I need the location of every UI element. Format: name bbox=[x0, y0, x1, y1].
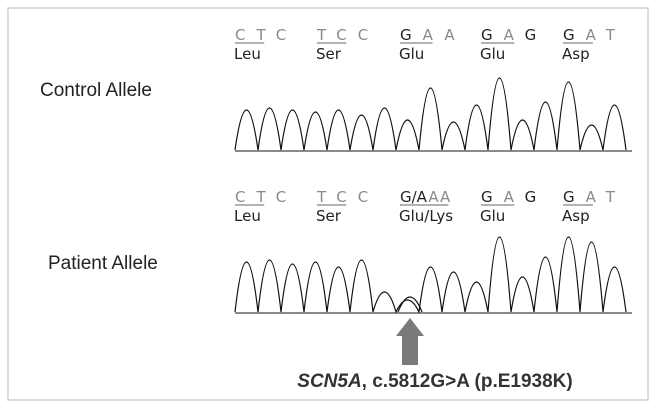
base: C bbox=[336, 188, 346, 206]
base: T bbox=[605, 188, 616, 206]
base: G bbox=[563, 26, 575, 44]
base: G bbox=[525, 188, 537, 206]
amino-acid: Glu bbox=[399, 45, 424, 63]
base: G bbox=[525, 26, 537, 44]
base: G/A bbox=[400, 188, 428, 206]
base: C bbox=[358, 188, 368, 206]
base: C bbox=[276, 188, 286, 206]
row-label: Control Allele bbox=[40, 80, 152, 101]
amino-acid: Asp bbox=[562, 45, 590, 63]
gene-name: SCN5A bbox=[297, 371, 361, 392]
amino-acid: Leu bbox=[234, 45, 261, 63]
base: T bbox=[605, 26, 616, 44]
frame bbox=[8, 8, 648, 400]
base: A bbox=[423, 26, 434, 44]
caption: SCN5A, c.5812G>A (p.E1938K) bbox=[297, 371, 572, 392]
row-label: Patient Allele bbox=[48, 253, 158, 274]
amino-acid: Ser bbox=[316, 45, 342, 63]
base: A bbox=[440, 188, 451, 206]
amino-acid: Glu/Lys bbox=[399, 207, 453, 225]
base: C bbox=[276, 26, 286, 44]
amino-acid: Glu bbox=[480, 207, 505, 225]
base: C bbox=[235, 26, 245, 44]
figure: Control Allele Patient Allele SCN5A, c.5… bbox=[0, 0, 657, 408]
base: C bbox=[336, 26, 346, 44]
variant: , c.5812G>A (p.E1938K) bbox=[362, 371, 573, 392]
page: Control Allele Patient Allele SCN5A, c.5… bbox=[0, 0, 657, 408]
amino-acid: Glu bbox=[480, 45, 505, 63]
base: C bbox=[235, 188, 245, 206]
base: G bbox=[563, 188, 575, 206]
amino-acid: Ser bbox=[316, 207, 342, 225]
amino-acid: Leu bbox=[234, 207, 261, 225]
base: A bbox=[504, 188, 515, 206]
base: C bbox=[358, 26, 368, 44]
base: A bbox=[444, 26, 455, 44]
base: G bbox=[481, 188, 493, 206]
base: G bbox=[400, 26, 412, 44]
codon: G/AAA bbox=[400, 188, 451, 206]
amino-acid: Asp bbox=[562, 207, 590, 225]
base: A bbox=[504, 26, 515, 44]
base: G bbox=[481, 26, 493, 44]
base: A bbox=[428, 188, 439, 206]
